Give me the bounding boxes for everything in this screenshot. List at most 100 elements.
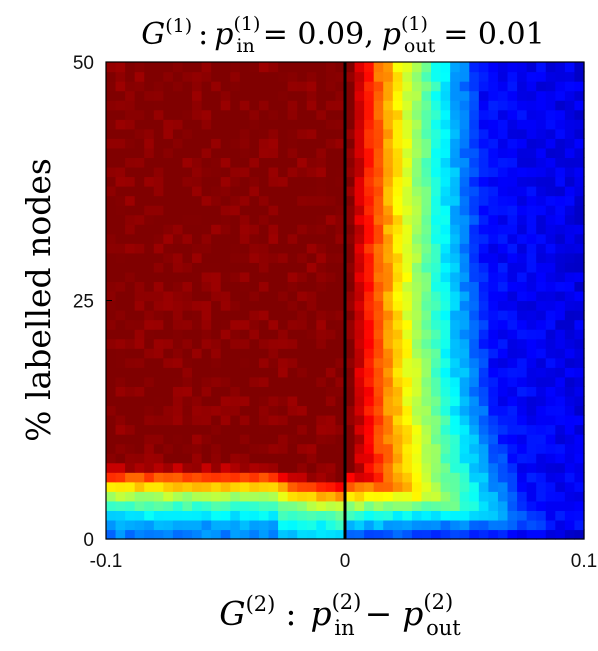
heatmap-cell bbox=[115, 90, 126, 101]
heatmap-cell bbox=[106, 157, 117, 168]
heatmap-cell bbox=[574, 310, 585, 321]
heatmap-cell bbox=[517, 271, 528, 283]
heatmap-cell bbox=[134, 62, 145, 73]
heatmap-cell bbox=[335, 367, 346, 378]
heatmap-cell bbox=[431, 271, 442, 283]
heatmap-cell bbox=[574, 71, 585, 82]
heatmap-cell bbox=[421, 329, 432, 340]
heatmap-cell bbox=[220, 157, 231, 168]
heatmap-cell bbox=[306, 462, 317, 473]
heatmap-cell bbox=[574, 424, 585, 435]
heatmap-cell bbox=[153, 357, 164, 368]
heatmap-cell bbox=[306, 147, 317, 158]
heatmap-cell bbox=[258, 519, 270, 531]
heatmap-cell bbox=[306, 62, 317, 73]
heatmap-cell bbox=[278, 290, 289, 302]
heatmap-cell bbox=[125, 462, 136, 473]
heatmap-cell bbox=[239, 481, 250, 492]
heatmap-cell bbox=[536, 329, 547, 340]
heatmap-cell bbox=[268, 186, 279, 197]
heatmap-cell bbox=[440, 62, 451, 73]
heatmap-cell bbox=[335, 453, 346, 464]
heatmap-cell bbox=[364, 109, 375, 120]
heatmap-cell bbox=[431, 300, 442, 311]
heatmap-cell bbox=[316, 90, 327, 101]
heatmap-cell bbox=[364, 357, 375, 368]
heatmap-cell bbox=[182, 510, 193, 521]
heatmap-cell bbox=[564, 252, 576, 263]
heatmap-cell bbox=[134, 290, 145, 302]
heatmap-cell bbox=[440, 405, 451, 416]
heatmap-cell bbox=[450, 424, 461, 435]
heatmap-cell bbox=[258, 300, 270, 311]
heatmap-cell bbox=[297, 319, 308, 330]
heatmap-cell bbox=[192, 157, 203, 168]
heatmap-cell bbox=[106, 233, 117, 244]
heatmap-cell bbox=[201, 157, 212, 168]
heatmap-cell bbox=[478, 376, 489, 387]
heatmap-cell bbox=[364, 405, 375, 416]
heatmap-cell bbox=[345, 90, 356, 101]
heatmap-cell bbox=[373, 186, 384, 197]
heatmap-cell bbox=[297, 224, 308, 235]
heatmap-cell bbox=[421, 443, 432, 454]
heatmap-cell bbox=[497, 214, 509, 225]
heatmap-cell bbox=[297, 176, 308, 187]
heatmap-cell bbox=[517, 453, 528, 464]
heatmap-cell bbox=[115, 147, 126, 158]
heatmap-cell bbox=[211, 310, 222, 321]
heatmap-cell bbox=[144, 395, 155, 407]
heatmap-cell bbox=[402, 166, 413, 178]
heatmap-cell bbox=[421, 100, 432, 111]
heatmap-cell bbox=[182, 348, 193, 359]
heatmap-cell bbox=[402, 119, 413, 130]
heatmap-cell bbox=[134, 109, 145, 120]
heatmap-cell bbox=[421, 395, 432, 407]
heatmap-cell bbox=[507, 233, 518, 244]
heatmap-cell bbox=[297, 290, 308, 302]
heatmap-cell bbox=[392, 300, 403, 311]
heatmap-cell bbox=[440, 138, 451, 149]
heatmap-cell bbox=[431, 205, 442, 216]
heatmap-cell bbox=[354, 453, 365, 464]
heatmap-cell bbox=[488, 243, 499, 254]
heatmap-cell bbox=[354, 138, 365, 149]
heatmap-cell bbox=[230, 252, 241, 263]
heatmap-cell bbox=[450, 290, 461, 302]
heatmap-cell bbox=[373, 300, 384, 311]
heatmap-cell bbox=[469, 414, 480, 426]
heatmap-cell bbox=[450, 214, 461, 225]
heatmap-cell bbox=[421, 434, 432, 445]
heatmap-cell bbox=[507, 62, 518, 73]
heatmap-cell bbox=[278, 300, 289, 311]
heatmap-cell bbox=[517, 157, 528, 168]
heatmap-cell bbox=[555, 329, 566, 340]
heatmap-cell bbox=[192, 224, 203, 235]
heatmap-cell bbox=[478, 443, 489, 454]
heatmap-cell bbox=[134, 319, 145, 330]
heatmap-cell bbox=[354, 262, 365, 273]
heatmap-cell bbox=[297, 119, 308, 130]
heatmap-cell bbox=[497, 109, 509, 120]
heatmap-cell bbox=[172, 395, 184, 407]
heatmap-cell bbox=[201, 338, 212, 349]
heatmap-cell bbox=[125, 357, 136, 368]
heatmap-cell bbox=[106, 338, 117, 349]
heatmap-cell bbox=[507, 500, 518, 511]
heatmap-cell bbox=[230, 81, 241, 92]
heatmap-cell bbox=[354, 128, 365, 139]
heatmap-cell bbox=[478, 405, 489, 416]
heatmap-cell bbox=[545, 271, 556, 283]
heatmap-cell bbox=[134, 195, 145, 206]
heatmap-cell bbox=[258, 195, 270, 206]
heatmap-cell bbox=[182, 119, 193, 130]
heatmap-cell bbox=[345, 157, 356, 168]
heatmap-cell bbox=[172, 119, 184, 130]
heatmap-cell bbox=[125, 81, 136, 92]
heatmap-cell bbox=[459, 166, 470, 178]
heatmap-cell bbox=[153, 329, 164, 340]
heatmap-cell bbox=[431, 243, 442, 254]
heatmap-cell bbox=[201, 405, 212, 416]
heatmap-cell bbox=[469, 491, 480, 502]
heatmap-cell bbox=[287, 348, 298, 359]
